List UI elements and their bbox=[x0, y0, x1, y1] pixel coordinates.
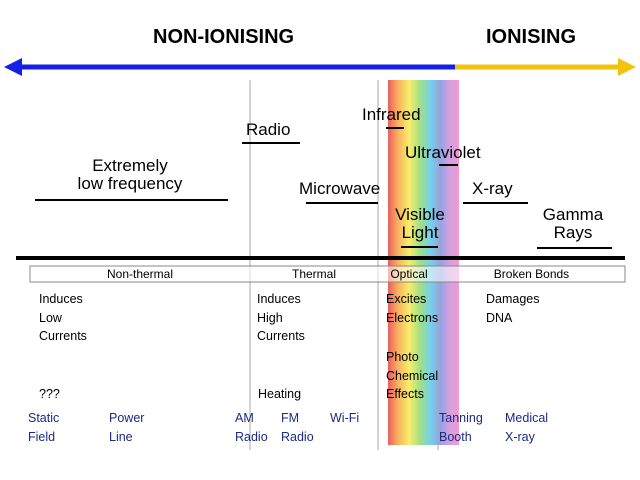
spectrum-haze bbox=[388, 80, 459, 445]
effect-non-thermal: Induces Low Currents bbox=[39, 292, 87, 343]
non-ionising-arrowhead bbox=[4, 58, 22, 76]
band-label-radio: Radio bbox=[246, 120, 291, 139]
application-am-radio: AM Radio bbox=[235, 411, 268, 444]
band-label-elf-line1: Extremely bbox=[92, 156, 168, 175]
effect-optical: Excites Electrons bbox=[386, 292, 439, 325]
band-label-microwave: Microwave bbox=[299, 179, 381, 198]
effect-unknown: ??? bbox=[39, 387, 60, 401]
effect-heating: Heating bbox=[258, 387, 302, 401]
band-label-visible-line1: Visible bbox=[395, 205, 445, 224]
application-medical-xray: Medical X-ray bbox=[505, 411, 549, 444]
band-label-xray: X-ray bbox=[472, 179, 513, 198]
non-ionising-heading: NON-IONISING bbox=[153, 26, 295, 48]
application-fm-radio: FM Radio bbox=[281, 411, 314, 444]
band-label-gamma-line1: Gamma bbox=[542, 205, 604, 224]
band-label-visible: Visible Light bbox=[380, 206, 460, 241]
band-label-visible-line2: Light bbox=[401, 223, 439, 242]
category-box bbox=[29, 265, 626, 283]
application-wifi: Wi-Fi bbox=[330, 411, 360, 425]
band-label-gamma-line2: Rays bbox=[553, 223, 593, 242]
application-power-line: Power Line bbox=[109, 411, 145, 444]
effect-photochemical: Photo Chemical Effects bbox=[386, 350, 439, 401]
band-label-infrared: Infrared bbox=[362, 105, 421, 124]
band-label-elf: Extremely low frequency bbox=[50, 157, 210, 192]
application-static-field: Static Field bbox=[28, 411, 60, 444]
category-optical: Optical bbox=[390, 267, 428, 281]
category-thermal: Thermal bbox=[291, 267, 336, 281]
visible-spectrum-column bbox=[388, 80, 459, 445]
band-label-gamma: Gamma Rays bbox=[533, 206, 613, 241]
category-broken-bonds: Broken Bonds bbox=[493, 267, 570, 281]
band-label-elf-line2: low frequency bbox=[77, 174, 183, 193]
application-tanning-booth: Tanning Booth bbox=[439, 411, 483, 444]
ionising-heading: IONISING bbox=[486, 26, 577, 48]
ionising-arrowhead bbox=[618, 58, 636, 76]
category-non-thermal: Non-thermal bbox=[106, 267, 174, 281]
band-label-ultraviolet: Ultraviolet bbox=[405, 143, 481, 162]
effect-thermal: Induces High Currents bbox=[257, 292, 305, 343]
effect-broken-bonds: Damages DNA bbox=[486, 292, 540, 325]
